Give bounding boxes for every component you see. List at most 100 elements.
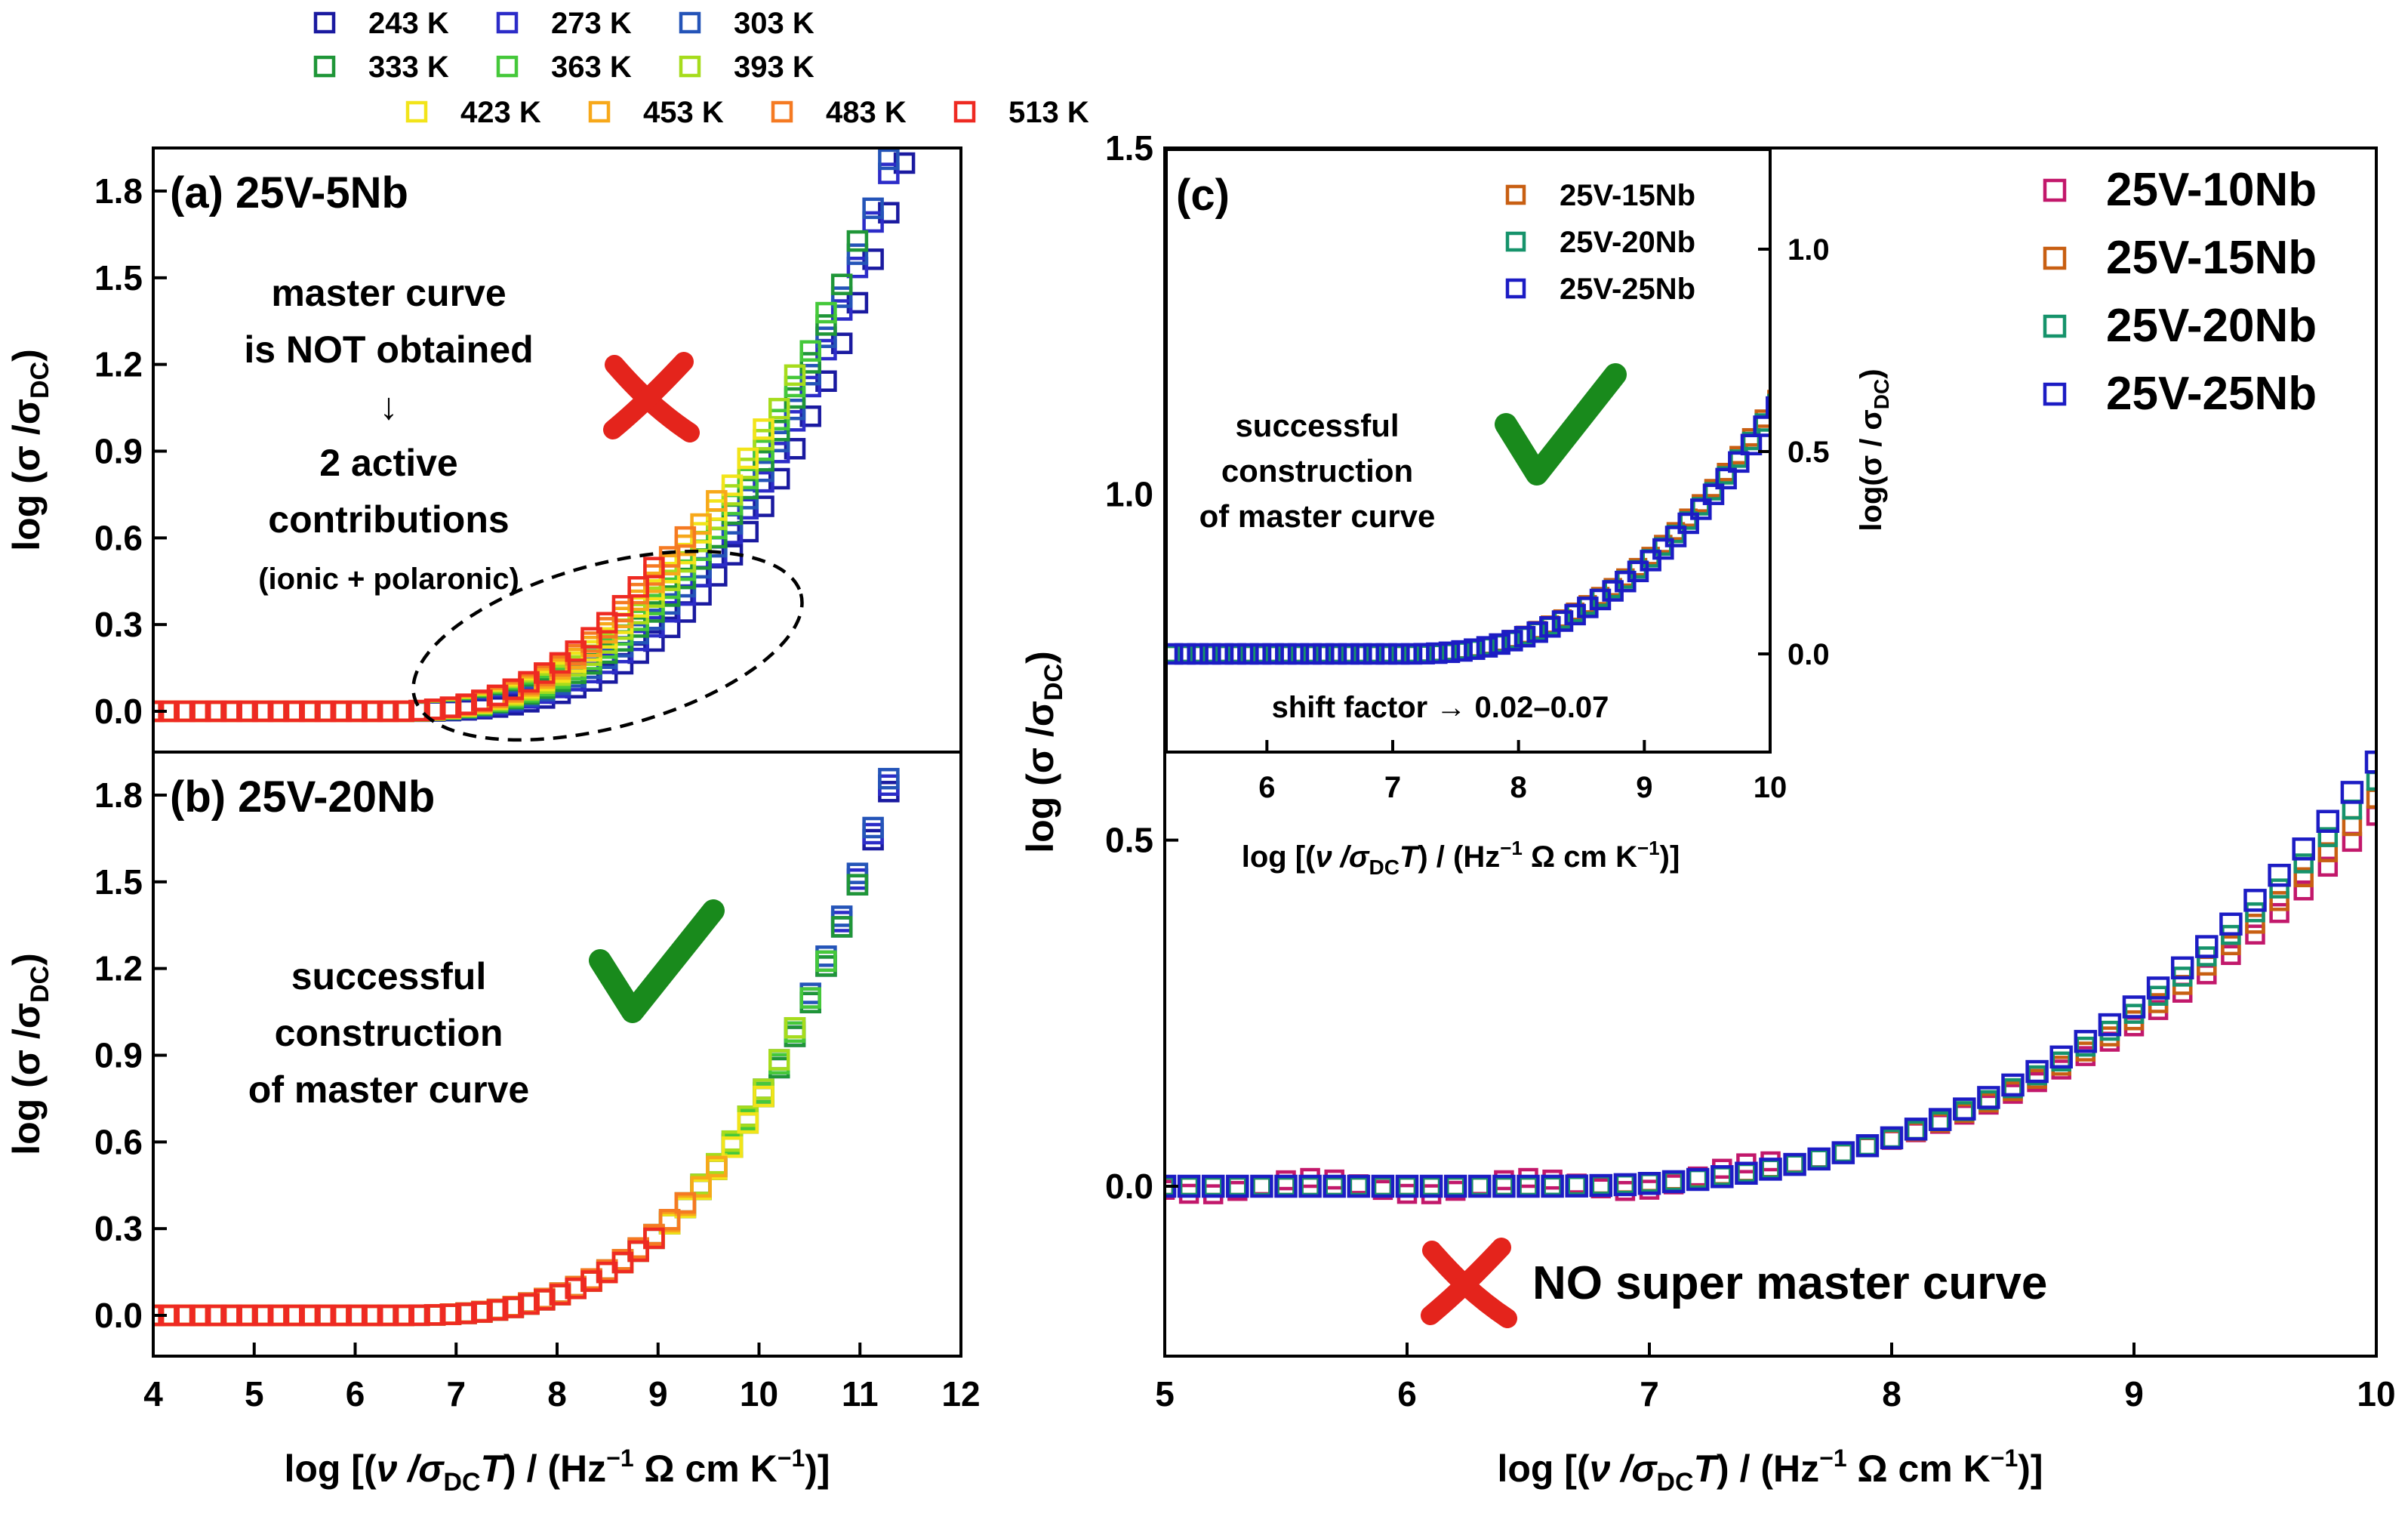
panel-c-marker bbox=[1784, 1154, 1805, 1175]
panel-a-marker bbox=[768, 397, 790, 420]
panel-b-marker bbox=[189, 1304, 211, 1327]
legend-marker bbox=[588, 100, 611, 123]
inset-y-label: log(σ / σDC) bbox=[1855, 368, 1893, 531]
legend-marker bbox=[1505, 184, 1526, 205]
panel-c-marker bbox=[2221, 935, 2241, 956]
inset-marker bbox=[1715, 467, 1737, 490]
y-tick-label: 0.0 bbox=[94, 1296, 143, 1335]
panel-a-marker bbox=[830, 286, 853, 308]
panel-c-marker bbox=[1323, 1174, 1346, 1198]
panel-c-marker bbox=[2245, 902, 2265, 923]
panel-c-marker bbox=[1443, 1174, 1467, 1198]
panel-a-marker bbox=[627, 576, 649, 598]
legend-marker bbox=[2043, 382, 2067, 406]
y-tick-label: 1.2 bbox=[94, 345, 143, 384]
panel-a-marker bbox=[596, 612, 618, 634]
panel-b-marker bbox=[846, 862, 869, 884]
panel-a-label: (a) 25V-5Nb bbox=[170, 168, 408, 217]
panel-b-marker bbox=[706, 1155, 728, 1178]
panel-b-marker bbox=[611, 1251, 634, 1274]
panel-b-marker bbox=[878, 767, 900, 790]
y-tick-label: 1.5 bbox=[94, 862, 143, 902]
panel-c-marker bbox=[2146, 976, 2170, 1000]
inset-marker bbox=[1438, 641, 1461, 664]
inset-marker bbox=[1338, 643, 1360, 665]
svg-text:log(σ / σDC): log(σ / σDC) bbox=[1855, 368, 1893, 531]
inset-note-line-1: successful bbox=[1235, 408, 1399, 443]
panel-c-marker bbox=[2123, 1010, 2145, 1031]
panel-b-marker bbox=[768, 1049, 790, 1071]
panel-c-marker bbox=[1227, 1176, 1248, 1197]
panel-c-marker bbox=[1833, 1142, 1854, 1164]
panel-a-marker bbox=[220, 700, 242, 723]
panel-c-marker bbox=[1445, 1176, 1466, 1197]
panel-b-marker bbox=[471, 1301, 493, 1323]
panel-b-marker bbox=[174, 1304, 196, 1327]
panel-b-marker bbox=[314, 1304, 337, 1327]
legend-label: 303 K bbox=[734, 7, 814, 40]
inset-marker bbox=[1652, 538, 1674, 560]
legend-marker bbox=[496, 55, 519, 78]
panel-b-marker bbox=[423, 1304, 446, 1326]
panel-c-marker bbox=[1227, 1176, 1248, 1197]
panel-a-marker bbox=[174, 700, 196, 723]
panel-a-marker bbox=[236, 700, 258, 723]
inset-marker bbox=[1489, 633, 1510, 655]
panel-b-y-label: log (σ /σDC) bbox=[5, 953, 54, 1155]
panel-b-marker bbox=[784, 1016, 806, 1039]
panel-c-marker bbox=[1855, 1134, 1880, 1158]
x-tick-label: 8 bbox=[1882, 1374, 1901, 1414]
panel-a-marker bbox=[862, 211, 884, 233]
panel-a-marker bbox=[799, 352, 821, 374]
panel-b-marker bbox=[721, 1136, 744, 1158]
legend-label: 243 K bbox=[368, 7, 449, 40]
panel-c-marker bbox=[2049, 1045, 2073, 1069]
panel-c-marker bbox=[1686, 1167, 1710, 1192]
legend-marker bbox=[679, 11, 701, 34]
inset-marker bbox=[1640, 550, 1661, 572]
inset-marker bbox=[1702, 483, 1725, 505]
x-tick-label: 9 bbox=[2124, 1374, 2144, 1414]
panel-b-marker bbox=[674, 1192, 697, 1214]
x-tick-label: 6 bbox=[346, 1374, 365, 1414]
x-tick-label: 8 bbox=[547, 1374, 567, 1414]
panel-b-marker bbox=[627, 1240, 649, 1263]
panel-b-marker bbox=[267, 1304, 290, 1327]
inset-marker bbox=[1388, 643, 1410, 665]
panel-c-y-label: log (σ /σDC) bbox=[1019, 651, 1068, 852]
panel-a-note: master curve is NOT obtained ↓ 2 active … bbox=[244, 272, 533, 596]
svg-text:log (σ /σDC): log (σ /σDC) bbox=[5, 349, 54, 550]
panel-c-marker bbox=[2245, 914, 2265, 934]
panel-b-marker bbox=[455, 1303, 477, 1324]
inset-note-line-2: construction bbox=[1221, 453, 1413, 489]
inset-marker bbox=[1677, 512, 1699, 535]
check-mark-icon bbox=[589, 899, 725, 1023]
legend-marker bbox=[771, 100, 793, 123]
panel-c-marker bbox=[1542, 1169, 1563, 1190]
panel-b-marker bbox=[361, 1304, 383, 1327]
panel-c-marker bbox=[2269, 891, 2289, 911]
inset-marker bbox=[1212, 643, 1234, 665]
panel-a-marker bbox=[330, 700, 353, 723]
panel-c-marker bbox=[1565, 1174, 1588, 1198]
inset-marker bbox=[1464, 638, 1486, 660]
panel-a-marker bbox=[862, 197, 884, 220]
panel-c-marker bbox=[2268, 863, 2291, 887]
panel-a-marker bbox=[815, 314, 837, 336]
panel-c-marker bbox=[2366, 788, 2376, 809]
inset-marker bbox=[1690, 498, 1712, 520]
panel-b-label: (b) 25V-20Nb bbox=[170, 772, 435, 822]
panel-c-marker bbox=[1880, 1126, 1904, 1150]
panel-b-marker bbox=[846, 874, 869, 896]
panel-a-marker bbox=[549, 652, 571, 674]
panel-c-marker bbox=[2340, 781, 2364, 804]
panel-c-marker bbox=[1809, 1148, 1829, 1169]
inset-y-ticks: 0.0 0.5 1.0 bbox=[1758, 233, 1830, 671]
panel-c-marker bbox=[1809, 1148, 1829, 1169]
inset-marker bbox=[1350, 643, 1372, 665]
right-x-axis-label: log [(ν /σDCT) / (Hz−1 Ω cm K−1)] bbox=[1497, 1444, 2043, 1497]
panel-c-marker bbox=[2074, 1029, 2098, 1053]
legend-marker bbox=[1505, 231, 1526, 252]
panel-a-marker bbox=[486, 684, 509, 707]
y-tick-label: 0.0 bbox=[1788, 638, 1830, 671]
